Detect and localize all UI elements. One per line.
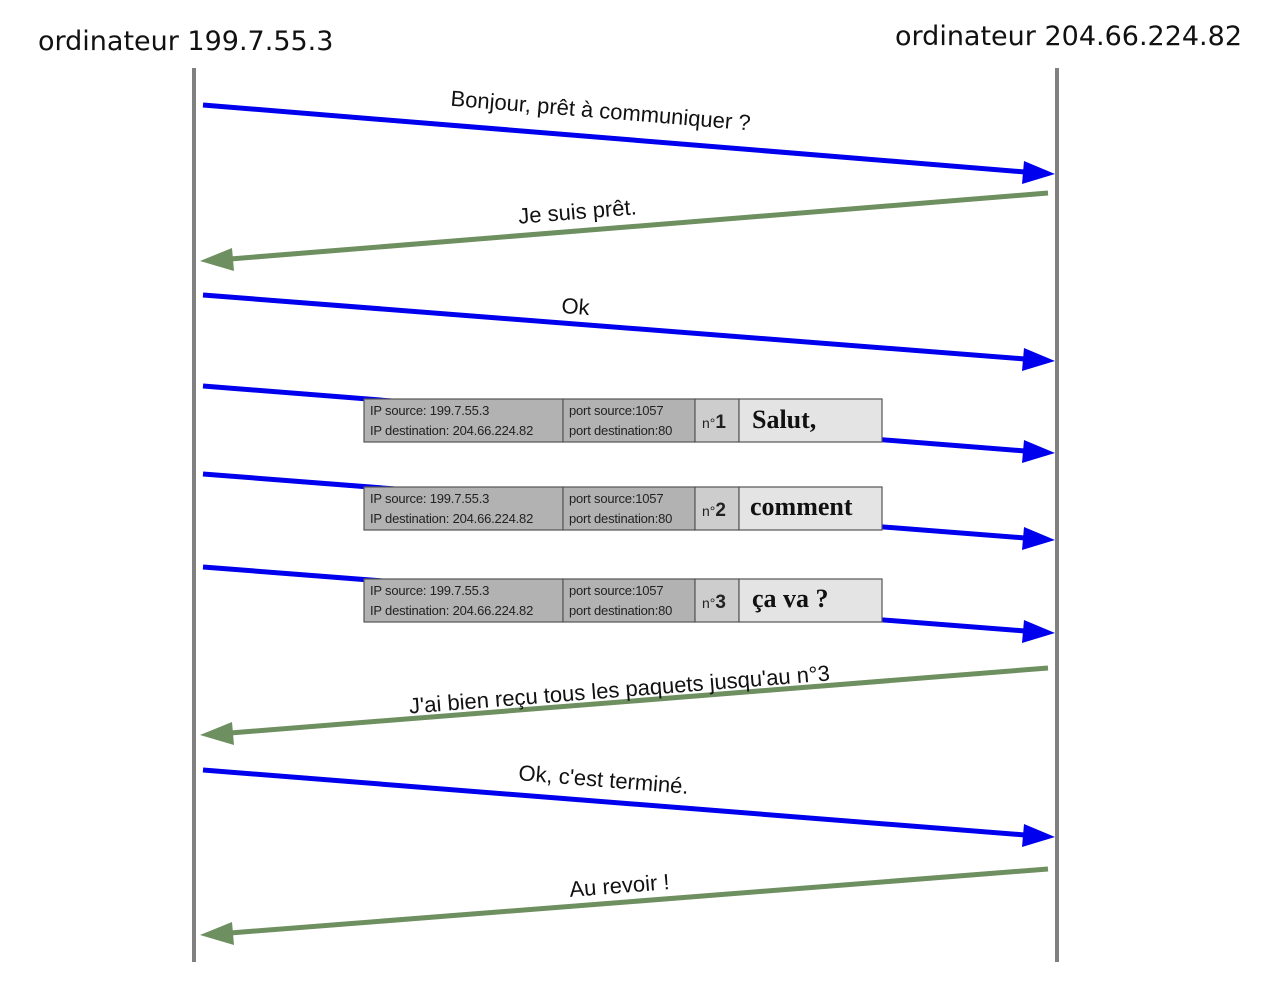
packet-number-cell <box>694 578 740 623</box>
right-host-label: ordinateur 204.66.224.82 <box>895 21 1242 52</box>
arrow-line <box>202 102 1026 175</box>
packet-port-destination: port destination:80 <box>569 423 672 438</box>
packet-port-cell <box>562 398 696 443</box>
packet-number: n°3 <box>702 592 726 613</box>
packet-port-cell <box>562 578 696 623</box>
packet-payload: comment <box>750 492 853 521</box>
packet-ip-source: IP source: 199.7.55.3 <box>370 403 489 418</box>
packet-number-cell <box>694 486 740 531</box>
message-label: Je suis prêt. <box>517 194 637 228</box>
packet-payload-cell <box>738 486 883 531</box>
message-label: Au revoir ! <box>568 869 670 902</box>
packet-number: n°1 <box>702 412 726 433</box>
packet-ip-destination: IP destination: 204.66.224.82 <box>370 511 533 526</box>
arrowhead-right <box>1022 440 1055 463</box>
left-host-label: ordinateur 199.7.55.3 <box>38 26 333 57</box>
packet-number-value: 2 <box>715 500 726 521</box>
arrowhead-left <box>200 248 234 271</box>
arrowhead-right <box>1022 620 1055 643</box>
arrowhead-left <box>200 922 234 945</box>
packet-ip-destination: IP destination: 204.66.224.82 <box>370 603 533 618</box>
packet-number-value: 3 <box>715 592 726 613</box>
packet-port-source: port source:1057 <box>569 403 663 418</box>
arrowhead-left <box>200 722 234 745</box>
packet-port-cell <box>562 486 696 531</box>
packet-number-value: 1 <box>715 412 726 433</box>
packet-ip-destination: IP destination: 204.66.224.82 <box>370 423 533 438</box>
packet-box: IP source: 199.7.55.3 IP destination: 20… <box>363 578 883 623</box>
message-arrow-hello: Bonjour, prêt à communiquer ? <box>202 86 1055 184</box>
message-label: Ok, c'est terminé. <box>518 760 690 799</box>
packet-ip-source: IP source: 199.7.55.3 <box>370 583 489 598</box>
message-arrow-done: Ok, c'est terminé. <box>202 760 1055 847</box>
message-arrow-ok: Ok <box>202 292 1055 371</box>
packet-ip-cell <box>363 398 564 443</box>
message-arrow-goodbye: Au revoir ! <box>200 866 1049 945</box>
arrowhead-right <box>1022 161 1055 184</box>
packet-3: IP source: 199.7.55.3 IP destination: 20… <box>202 564 1055 643</box>
packet-2: IP source: 199.7.55.3 IP destination: 20… <box>202 471 1055 550</box>
packet-payload: Salut, <box>752 405 816 434</box>
packet-1: IP source: 199.7.55.3 IP destination: 20… <box>202 383 1055 463</box>
arrow-line <box>229 665 1049 736</box>
packet-port-destination: port destination:80 <box>569 511 672 526</box>
packet-number-prefix: n° <box>702 503 715 519</box>
packet-number-cell <box>694 398 740 443</box>
message-label: J'ai bien reçu tous les paquets jusqu'au… <box>408 661 831 719</box>
packet-ip-cell <box>363 578 564 623</box>
packet-ip-source: IP source: 199.7.55.3 <box>370 491 489 506</box>
packet-number-prefix: n° <box>702 595 715 611</box>
packet-port-destination: port destination:80 <box>569 603 672 618</box>
arrowhead-right <box>1022 348 1055 371</box>
message-arrow-ready: Je suis prêt. <box>200 190 1049 271</box>
packet-payload-cell <box>738 398 883 443</box>
arrowhead-right <box>1022 824 1055 847</box>
message-arrow-ack: J'ai bien reçu tous les paquets jusqu'au… <box>200 661 1049 745</box>
arrow-line <box>202 767 1026 838</box>
arrow-line <box>202 292 1026 362</box>
packet-number-prefix: n° <box>702 415 715 431</box>
packet-port-source: port source:1057 <box>569 583 663 598</box>
arrow-line <box>229 190 1049 262</box>
packet-payload-cell <box>738 578 883 623</box>
packet-payload: ça va ? <box>752 584 829 613</box>
arrowhead-right <box>1022 527 1055 550</box>
packet-box: IP source: 199.7.55.3 IP destination: 20… <box>363 398 883 443</box>
arrow-line <box>229 866 1049 936</box>
packet-box: IP source: 199.7.55.3 IP destination: 20… <box>363 486 883 531</box>
message-label: Ok <box>561 293 592 320</box>
packet-number: n°2 <box>702 500 726 521</box>
packet-port-source: port source:1057 <box>569 491 663 506</box>
